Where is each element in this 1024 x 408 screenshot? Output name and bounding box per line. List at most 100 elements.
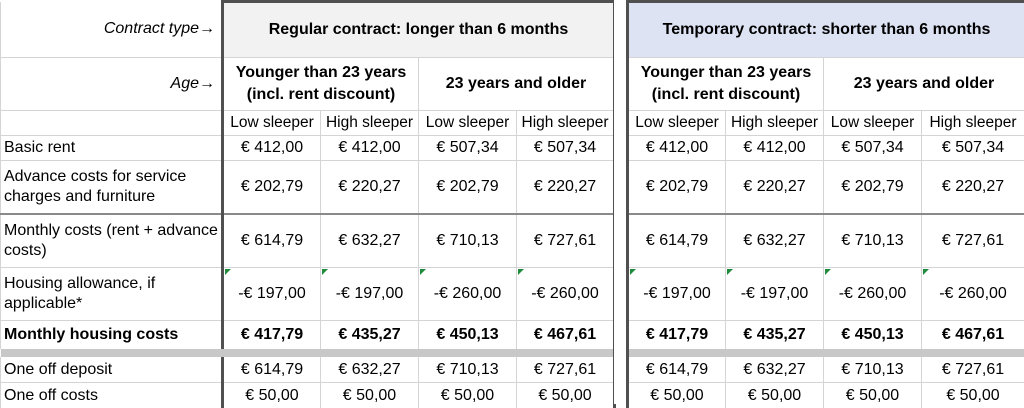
- cell-value: € 507,34: [922, 136, 1024, 161]
- regular-contract-title: Regular contract: longer than 6 months: [223, 2, 615, 58]
- cell-value: € 50,00: [321, 383, 419, 408]
- cell-value: -€ 260,00: [419, 268, 517, 321]
- sleeper-type: Low sleeper: [628, 111, 726, 136]
- cell-value: € 614,79: [223, 214, 321, 268]
- age-group-older: 23 years and older: [824, 58, 1024, 111]
- cell-value: € 202,79: [824, 161, 922, 215]
- table-row: One off deposit € 614,79 € 632,27 € 710,…: [1, 357, 615, 383]
- cell-value: € 450,13: [419, 321, 517, 350]
- table-row: Basic rent € 412,00 € 412,00 € 507,34 € …: [1, 136, 615, 161]
- sleeper-row: Low sleeper High sleeper Low sleeper Hig…: [1, 111, 615, 136]
- cell-value: € 412,00: [628, 136, 726, 161]
- cell-value: € 202,79: [223, 161, 321, 215]
- cell-value: -€ 197,00: [321, 268, 419, 321]
- cell-value: € 412,00: [726, 136, 824, 161]
- cell-value: € 220,27: [726, 161, 824, 215]
- cell-value: € 710,13: [824, 357, 922, 383]
- sleeper-type: High sleeper: [321, 111, 419, 136]
- cell-value: € 50,00: [726, 383, 824, 408]
- row-label: One off deposit: [1, 357, 223, 383]
- cell-value: -€ 260,00: [517, 268, 615, 321]
- cell-value: -€ 197,00: [628, 268, 726, 321]
- table-row: Monthly costs (rent + advance costs) € 6…: [1, 214, 615, 268]
- separator-row: [628, 349, 1024, 357]
- cell-value: € 202,79: [419, 161, 517, 215]
- sleeper-type: Low sleeper: [419, 111, 517, 136]
- cell-value: € 417,79: [628, 321, 726, 350]
- regular-contract-table: Contract type→ Regular contract: longer …: [0, 0, 616, 408]
- sleeper-type: High sleeper: [726, 111, 824, 136]
- contract-type-row: Temporary contract: shorter than 6 month…: [628, 2, 1024, 58]
- cell-value: € 450,13: [824, 321, 922, 350]
- table-row: € 614,79 € 632,27 € 710,13 € 727,61: [628, 214, 1024, 268]
- sleeper-type: High sleeper: [922, 111, 1024, 136]
- temporary-contract-title: Temporary contract: shorter than 6 month…: [628, 2, 1024, 58]
- cell-value: € 417,79: [223, 321, 321, 350]
- cell-value: € 727,61: [517, 357, 615, 383]
- cell-value: € 467,61: [922, 321, 1024, 350]
- row-label: Housing allowance, if applicable*: [1, 268, 223, 321]
- cell-value: € 507,34: [824, 136, 922, 161]
- cell-value: € 710,13: [824, 214, 922, 268]
- table-row: -€ 197,00 -€ 197,00 -€ 260,00 -€ 260,00: [628, 268, 1024, 321]
- table-row: € 412,00 € 412,00 € 507,34 € 507,34: [628, 136, 1024, 161]
- cell-value: € 727,61: [922, 357, 1024, 383]
- cell-value: € 220,27: [922, 161, 1024, 215]
- cell-value: € 632,27: [321, 214, 419, 268]
- cell-value: € 727,61: [517, 214, 615, 268]
- table-row-total: Monthly housing costs € 417,79 € 435,27 …: [1, 321, 615, 350]
- temporary-contract-table: Temporary contract: shorter than 6 month…: [626, 0, 1024, 408]
- cell-value: € 50,00: [922, 383, 1024, 408]
- separator-row: [1, 349, 615, 357]
- cell-value: € 467,61: [517, 321, 615, 350]
- cell-value: € 220,27: [321, 161, 419, 215]
- cell-value: € 435,27: [726, 321, 824, 350]
- cell-value: € 202,79: [628, 161, 726, 215]
- cell-value: -€ 260,00: [922, 268, 1024, 321]
- table-gap: [614, 0, 626, 404]
- cell-value: € 710,13: [419, 357, 517, 383]
- contract-type-row: Contract type→ Regular contract: longer …: [1, 2, 615, 58]
- row-label: Monthly housing costs: [1, 321, 223, 350]
- sleeper-row: Low sleeper High sleeper Low sleeper Hig…: [628, 111, 1024, 136]
- separator-bar: [628, 349, 1024, 357]
- cell-value: € 435,27: [321, 321, 419, 350]
- cell-value: € 50,00: [223, 383, 321, 408]
- age-label: Age→: [1, 58, 223, 111]
- table-row: One off costs € 50,00 € 50,00 € 50,00 € …: [1, 383, 615, 408]
- cell-value: € 50,00: [628, 383, 726, 408]
- cell-value: € 50,00: [824, 383, 922, 408]
- cell-value: € 727,61: [922, 214, 1024, 268]
- sleeper-row-label: [1, 111, 223, 136]
- table-row: Housing allowance, if applicable* -€ 197…: [1, 268, 615, 321]
- cell-value: € 412,00: [223, 136, 321, 161]
- cell-value: € 614,79: [628, 357, 726, 383]
- cell-value: -€ 260,00: [824, 268, 922, 321]
- cell-value: -€ 197,00: [223, 268, 321, 321]
- cell-value: € 507,34: [419, 136, 517, 161]
- contract-type-label: Contract type→: [1, 2, 223, 58]
- cell-value: € 507,34: [517, 136, 615, 161]
- table-row: Advance costs for service charges and fu…: [1, 161, 615, 215]
- row-label: One off costs: [1, 383, 223, 408]
- age-group-young: Younger than 23 years (incl. rent discou…: [223, 58, 419, 111]
- cell-value: -€ 197,00: [726, 268, 824, 321]
- cell-value: € 614,79: [628, 214, 726, 268]
- sleeper-type: Low sleeper: [223, 111, 321, 136]
- cell-value: € 614,79: [223, 357, 321, 383]
- cell-value: € 710,13: [419, 214, 517, 268]
- row-label: Monthly costs (rent + advance costs): [1, 214, 223, 268]
- cell-value: € 412,00: [321, 136, 419, 161]
- cell-value: € 632,27: [321, 357, 419, 383]
- table-row-total: € 417,79 € 435,27 € 450,13 € 467,61: [628, 321, 1024, 350]
- table-row: € 202,79 € 220,27 € 202,79 € 220,27: [628, 161, 1024, 215]
- cell-value: € 50,00: [419, 383, 517, 408]
- age-row: Age→ Younger than 23 years (incl. rent d…: [1, 58, 615, 111]
- row-label: Basic rent: [1, 136, 223, 161]
- sleeper-type: Low sleeper: [824, 111, 922, 136]
- age-group-older: 23 years and older: [419, 58, 615, 111]
- cell-value: € 632,27: [726, 357, 824, 383]
- row-label: Advance costs for service charges and fu…: [1, 161, 223, 215]
- cell-value: € 220,27: [517, 161, 615, 215]
- table-row: € 50,00 € 50,00 € 50,00 € 50,00: [628, 383, 1024, 408]
